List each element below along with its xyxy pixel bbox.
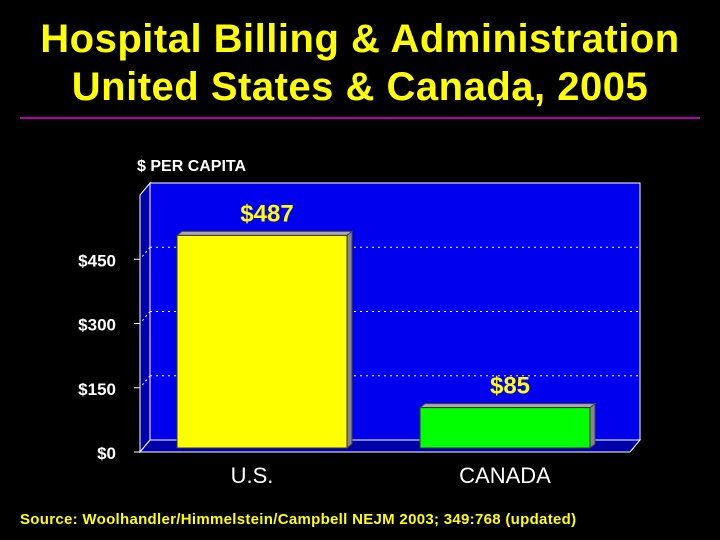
x-tick-label: CANADA xyxy=(459,463,551,488)
y-tick-label: $150 xyxy=(78,380,116,399)
bar-value-label: $85 xyxy=(490,373,530,400)
y-tick-label: $0 xyxy=(97,444,116,463)
x-tick-label: U.S. xyxy=(231,463,274,488)
bar-side-0 xyxy=(346,230,353,450)
slide-title-line2: United States & Canada, 2005 xyxy=(71,65,649,109)
plot-side-wall xyxy=(139,181,151,454)
bar-us xyxy=(176,234,348,449)
y-tick-label: $300 xyxy=(78,316,116,335)
bar-value-label: $487 xyxy=(240,200,293,227)
slide-title-line1: Hospital Billing & Administration xyxy=(40,17,680,61)
bar-top-0 xyxy=(175,230,354,236)
bar-canada xyxy=(419,407,591,449)
title-divider xyxy=(20,117,700,119)
y-axis-title: $ PER CAPITA xyxy=(137,158,247,175)
source-citation: Source: Woolhandler/Himmelstein/Campbell… xyxy=(20,511,577,528)
y-tick-label: $450 xyxy=(78,251,116,270)
bar-side-1 xyxy=(589,402,596,450)
bar-top-1 xyxy=(418,403,597,409)
